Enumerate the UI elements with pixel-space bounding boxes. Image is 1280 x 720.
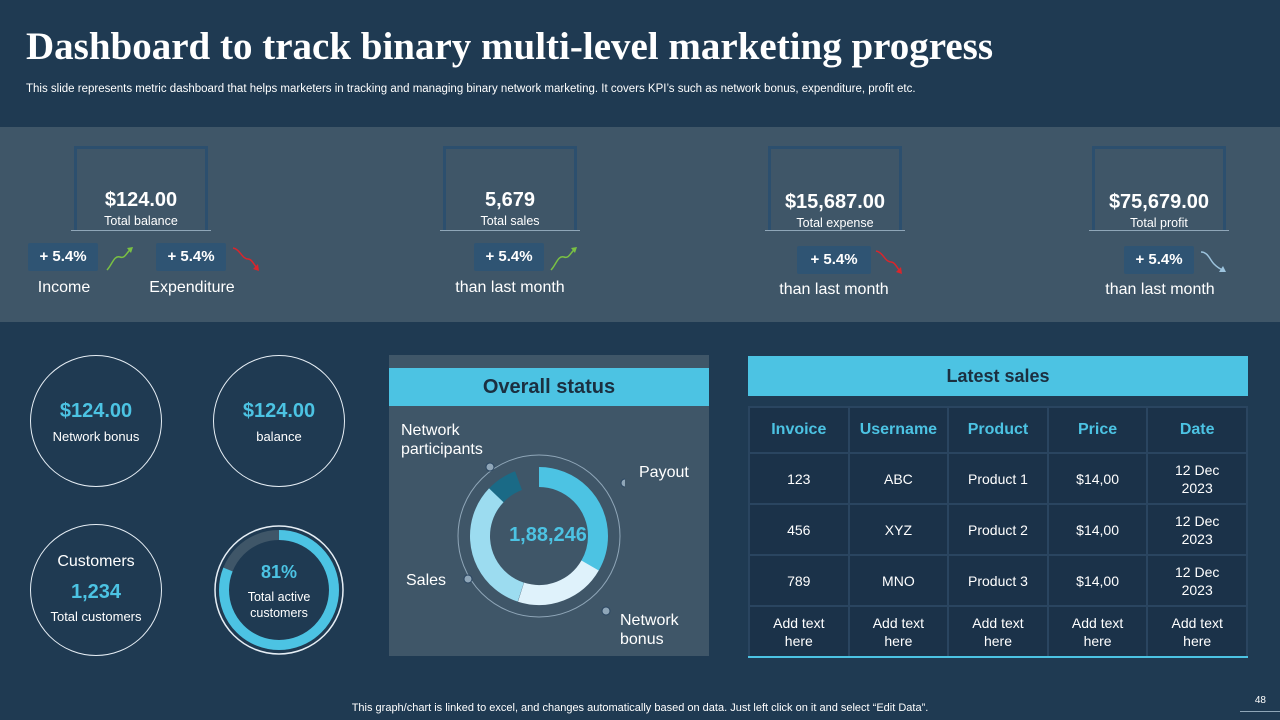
- table-cell: Product 3: [947, 554, 1049, 607]
- network-bonus-circle: $124.00 Network bonus: [30, 355, 162, 487]
- table-cell: 12 Dec 2023: [1146, 452, 1248, 505]
- kpi-total-profit-card: $75,679.00 Total profit: [1089, 146, 1229, 231]
- sales-caption: than last month: [455, 279, 565, 296]
- active-customers-progress-arc: [219, 530, 339, 650]
- table-cell: Product 1: [947, 452, 1049, 505]
- active-customers-ring: [214, 525, 344, 655]
- overall-status-donut: [457, 454, 625, 618]
- table-cell: Add text here: [1046, 605, 1149, 658]
- table-cell: 123: [748, 452, 850, 505]
- column-header-price: Price: [1046, 406, 1149, 454]
- network-bonus-value: $124.00: [59, 400, 133, 422]
- table-cell: 789: [748, 554, 850, 607]
- kpi-total-balance-card: $124.00 Total balance: [71, 146, 211, 231]
- table-cell: ABC: [847, 452, 950, 505]
- kpi-total-profit-value: $75,679.00: [1108, 191, 1210, 213]
- kpi-total-expense-card: $15,687.00 Total expense: [765, 146, 905, 231]
- overall-status-title: Overall status: [389, 368, 709, 406]
- page-number: 48: [1254, 695, 1266, 706]
- table-cell: 12 Dec 2023: [1146, 503, 1248, 556]
- table-cell: Add text here: [748, 605, 850, 658]
- page-title: Dashboard to track binary multi-level ma…: [26, 25, 994, 68]
- page-subtitle: This slide represents metric dashboard t…: [26, 83, 916, 95]
- table-cell: XYZ: [847, 503, 950, 556]
- table-cell: Add text here: [847, 605, 950, 658]
- customers-value: 1,234: [70, 581, 122, 603]
- column-header-invoice: Invoice: [748, 406, 850, 454]
- trend-down-arrow-icon: [875, 250, 902, 274]
- kpi-total-profit-label: Total profit: [1130, 216, 1188, 230]
- profit-change-pill: + 5.4%: [1124, 246, 1194, 274]
- trend-up-arrow-icon: [106, 247, 133, 271]
- label-network-participants-line2: participants: [401, 441, 483, 458]
- column-header-date: Date: [1146, 406, 1248, 454]
- kpi-total-balance-label: Total balance: [104, 214, 178, 228]
- trend-up-arrow-icon: [550, 247, 577, 271]
- balance-circle: $124.00 balance: [213, 355, 345, 487]
- footer-note: This graph/chart is linked to excel, and…: [351, 702, 929, 714]
- table-cell: $14,00: [1046, 503, 1149, 556]
- table-cell: 12 Dec 2023: [1146, 554, 1248, 607]
- expense-change-pill: + 5.4%: [797, 246, 871, 274]
- balance-label: balance: [256, 429, 302, 444]
- table-cell: Product 2: [947, 503, 1049, 556]
- overall-status-panel: Overall status: [389, 355, 709, 656]
- table-cell: MNO: [847, 554, 950, 607]
- expenditure-caption: Expenditure: [149, 279, 235, 296]
- table-row: 456 XYZ Product 2 $14,00 12 Dec 2023: [748, 503, 1248, 556]
- kpi-total-sales-label: Total sales: [480, 214, 540, 228]
- table-cell: $14,00: [1046, 554, 1149, 607]
- table-cell: $14,00: [1046, 452, 1149, 505]
- kpi-total-balance-value: $124.00: [104, 189, 178, 211]
- latest-sales-table: Invoice Username Product Price Date 123 …: [748, 406, 1248, 658]
- network-bonus-label: Network bonus: [52, 429, 140, 444]
- active-customers-label-line1: Total active: [247, 590, 311, 604]
- table-cell: Add text here: [1146, 605, 1248, 658]
- table-row: 123 ABC Product 1 $14,00 12 Dec 2023: [748, 452, 1248, 505]
- label-network-bonus-line2: bonus: [620, 631, 664, 648]
- expenditure-change-pill: + 5.4%: [156, 243, 226, 271]
- kpi-band: [0, 127, 1280, 322]
- trend-neutral-arrow-icon: [1200, 251, 1226, 272]
- kpi-total-expense-label: Total expense: [796, 216, 874, 230]
- income-change-pill: + 5.4%: [28, 243, 98, 271]
- balance-value: $124.00: [242, 400, 316, 422]
- income-caption: Income: [37, 279, 91, 296]
- active-customers-value: 81%: [260, 562, 298, 582]
- kpi-total-sales-card: 5,679 Total sales: [440, 146, 580, 231]
- corner-divider: [1240, 711, 1280, 712]
- column-header-username: Username: [847, 406, 950, 454]
- latest-sales-title: Latest sales: [748, 356, 1248, 396]
- table-row: Add text here Add text here Add text her…: [748, 605, 1248, 658]
- profit-caption: than last month: [1105, 281, 1215, 298]
- table-cell: Add text here: [947, 605, 1049, 658]
- kpi-total-sales-value: 5,679: [484, 189, 536, 211]
- customers-circle: Customers 1,234 Total customers: [30, 524, 162, 656]
- table-header-row: Invoice Username Product Price Date: [748, 406, 1248, 454]
- table-cell: 456: [748, 503, 850, 556]
- label-network-participants-line1: Network: [401, 422, 460, 439]
- overall-status-total: 1,88,246: [509, 524, 587, 546]
- kpi-total-expense-value: $15,687.00: [784, 191, 886, 213]
- trend-down-arrow-icon: [232, 247, 259, 271]
- column-header-product: Product: [947, 406, 1049, 454]
- table-row: 789 MNO Product 3 $14,00 12 Dec 2023: [748, 554, 1248, 607]
- label-payout: Payout: [639, 464, 689, 481]
- active-customers-label-line2: customers: [250, 606, 308, 620]
- customers-label: Total customers: [50, 609, 142, 624]
- label-sales: Sales: [406, 572, 447, 589]
- label-network-bonus-line1: Network: [620, 612, 679, 629]
- expense-caption: than last month: [779, 281, 889, 298]
- customers-title: Customers: [57, 553, 135, 570]
- sales-change-pill: + 5.4%: [474, 243, 544, 271]
